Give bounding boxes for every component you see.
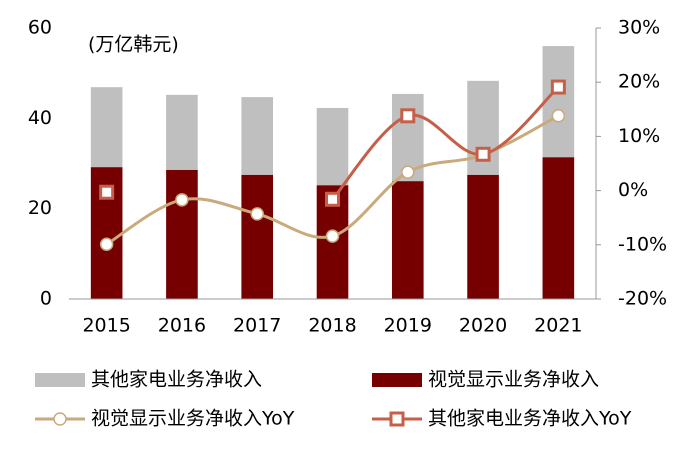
legend-swatch: [372, 373, 422, 387]
legend-label: 其他家电业务净收入: [91, 369, 262, 391]
point-marker: [99, 184, 115, 200]
bar-segment: [316, 107, 349, 186]
y2-tick-label: -20%: [618, 288, 667, 310]
x-tick-label: 2017: [233, 315, 281, 337]
y-tick-label: 40: [28, 107, 52, 129]
y2-tick-label: 10%: [618, 125, 660, 147]
legend-marker: [389, 411, 405, 427]
bar-segment: [391, 181, 424, 299]
x-tick-label: 2020: [459, 315, 507, 337]
bar-segment: [467, 174, 499, 299]
point-marker: [250, 207, 264, 221]
point-marker: [551, 109, 566, 123]
bar-segment: [241, 174, 274, 299]
legend-label: 视觉显示业务净收入: [428, 369, 599, 391]
point-marker: [99, 237, 114, 252]
y2-tick-label: 0%: [618, 179, 648, 201]
point-marker: [325, 191, 340, 207]
bar-segment: [542, 157, 575, 299]
line-series: [331, 85, 560, 201]
y2-tick-label: -10%: [618, 233, 667, 255]
y2-tick-label: 20%: [618, 71, 660, 93]
bar-segment: [166, 169, 198, 299]
x-tick-label: 2019: [384, 315, 432, 337]
y-tick-label: 60: [28, 17, 52, 39]
point-marker: [400, 108, 416, 124]
y-tick-label: 0: [40, 288, 52, 310]
point-marker: [325, 229, 340, 243]
unit-annotation: (万亿韩元): [88, 34, 179, 56]
bar-segment: [241, 97, 274, 175]
x-tick-label: 2021: [534, 315, 582, 337]
x-tick-label: 2018: [308, 315, 356, 337]
y-tick-label: 20: [28, 197, 52, 219]
point-marker: [401, 165, 415, 179]
point-marker: [475, 146, 491, 162]
bar-segment: [542, 46, 575, 158]
bar-segment: [90, 87, 123, 168]
legend-marker: [53, 412, 67, 426]
legend-label: 视觉显示业务净收入YoY: [91, 408, 295, 430]
y2-tick-label: 30%: [618, 17, 660, 39]
legend-label: 其他家电业务净收入YoY: [428, 408, 632, 430]
point-marker: [550, 79, 566, 95]
x-tick-label: 2016: [158, 315, 206, 337]
bar-segment: [166, 94, 198, 170]
x-tick-label: 2015: [82, 315, 130, 337]
legend-swatch: [35, 373, 85, 387]
point-marker: [175, 193, 189, 207]
